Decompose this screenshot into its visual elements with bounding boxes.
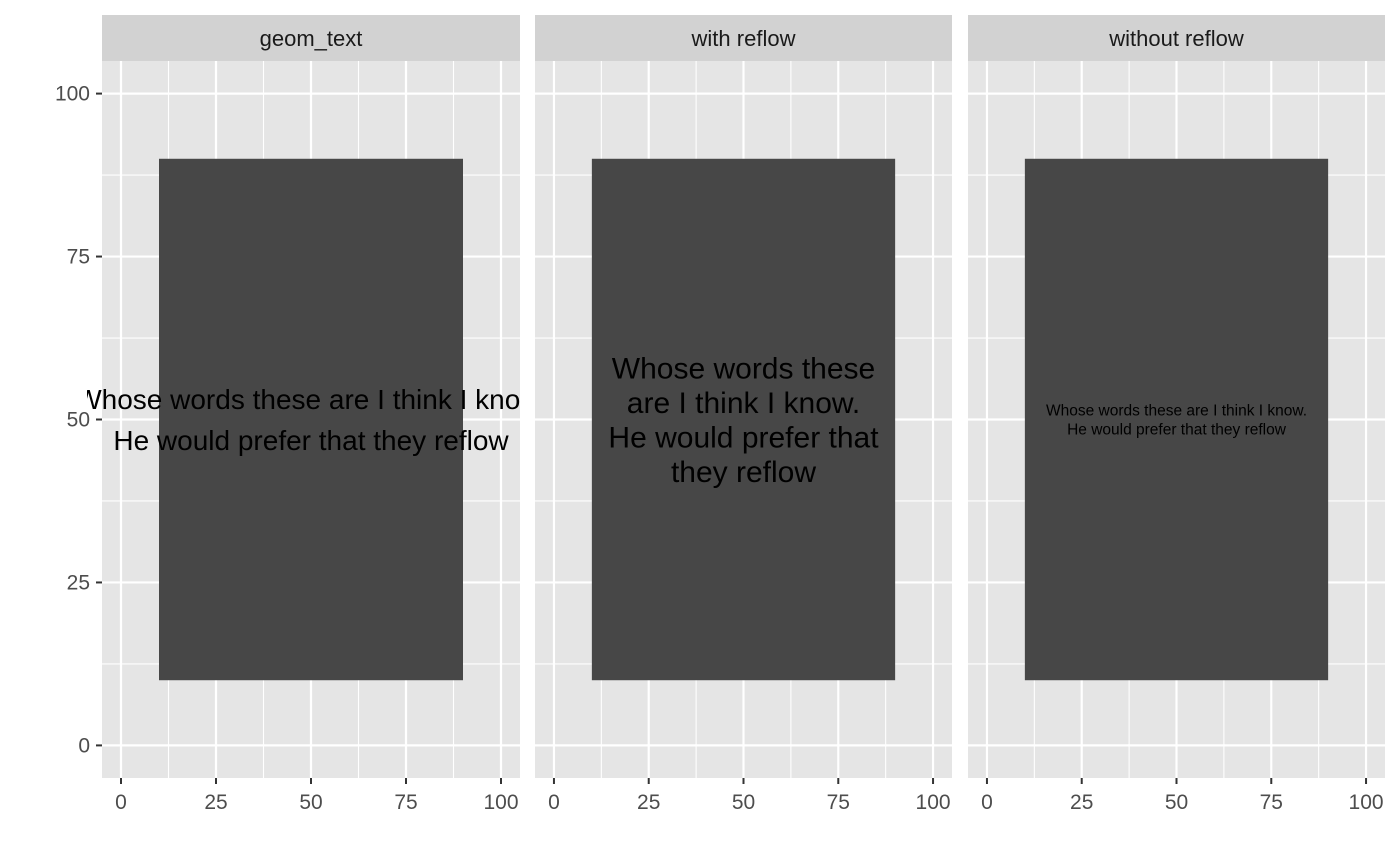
facet-strip	[535, 15, 952, 61]
y-tick-label: 50	[67, 409, 90, 432]
y-tick-label: 75	[67, 246, 90, 269]
x-tick-label: 50	[299, 791, 322, 814]
x-tick-label: 50	[732, 791, 755, 814]
x-tick-label: 25	[637, 791, 660, 814]
text-label-line: Whose words these	[612, 352, 875, 385]
text-label-line: Whose words these are I think I know.	[1046, 402, 1307, 419]
x-tick-label: 25	[1070, 791, 1093, 814]
x-tick-label: 0	[115, 791, 127, 814]
text-label-line: they reflow	[671, 456, 816, 489]
facet-strip-label: without reflow	[1108, 26, 1244, 51]
x-tick-label: 25	[204, 791, 227, 814]
y-tick-label: 100	[55, 83, 90, 106]
facet-panel-1: Whose words these are I think I know. He …	[75, 15, 547, 814]
facet-strip-label: with reflow	[691, 26, 796, 51]
x-tick-label: 100	[1349, 791, 1384, 814]
x-tick-label: 100	[916, 791, 951, 814]
facet-strip	[102, 15, 520, 61]
data-rect	[1024, 158, 1329, 681]
x-tick-label: 0	[981, 791, 993, 814]
x-tick-label: 75	[394, 791, 417, 814]
x-tick-label: 100	[483, 791, 518, 814]
facet-strip-label: geom_text	[260, 26, 363, 51]
data-rect	[159, 158, 463, 681]
x-tick-label: 0	[548, 791, 560, 814]
facet-panel-3: Whose words these are I think I know. He …	[968, 15, 1385, 814]
facet-strip	[968, 15, 1385, 61]
x-tick-label: 75	[827, 791, 850, 814]
text-label-line: He would prefer that they reflow	[113, 425, 509, 456]
text-label-line: He would prefer that they reflow	[1067, 421, 1287, 438]
text-label: Whose words these are I think I know. He …	[75, 384, 547, 456]
text-label-line: are I think I know.	[627, 387, 860, 420]
text-label-line: He would prefer that	[608, 421, 879, 454]
x-tick-label: 50	[1165, 791, 1188, 814]
text-label-line: Whose words these are I think I know.	[75, 384, 547, 415]
text-label: Whose words these are I think I know. He …	[1046, 402, 1307, 438]
y-tick-label: 0	[78, 734, 90, 757]
y-tick-label: 25	[67, 571, 90, 594]
x-tick-label: 75	[1260, 791, 1283, 814]
data-rect	[591, 158, 896, 681]
